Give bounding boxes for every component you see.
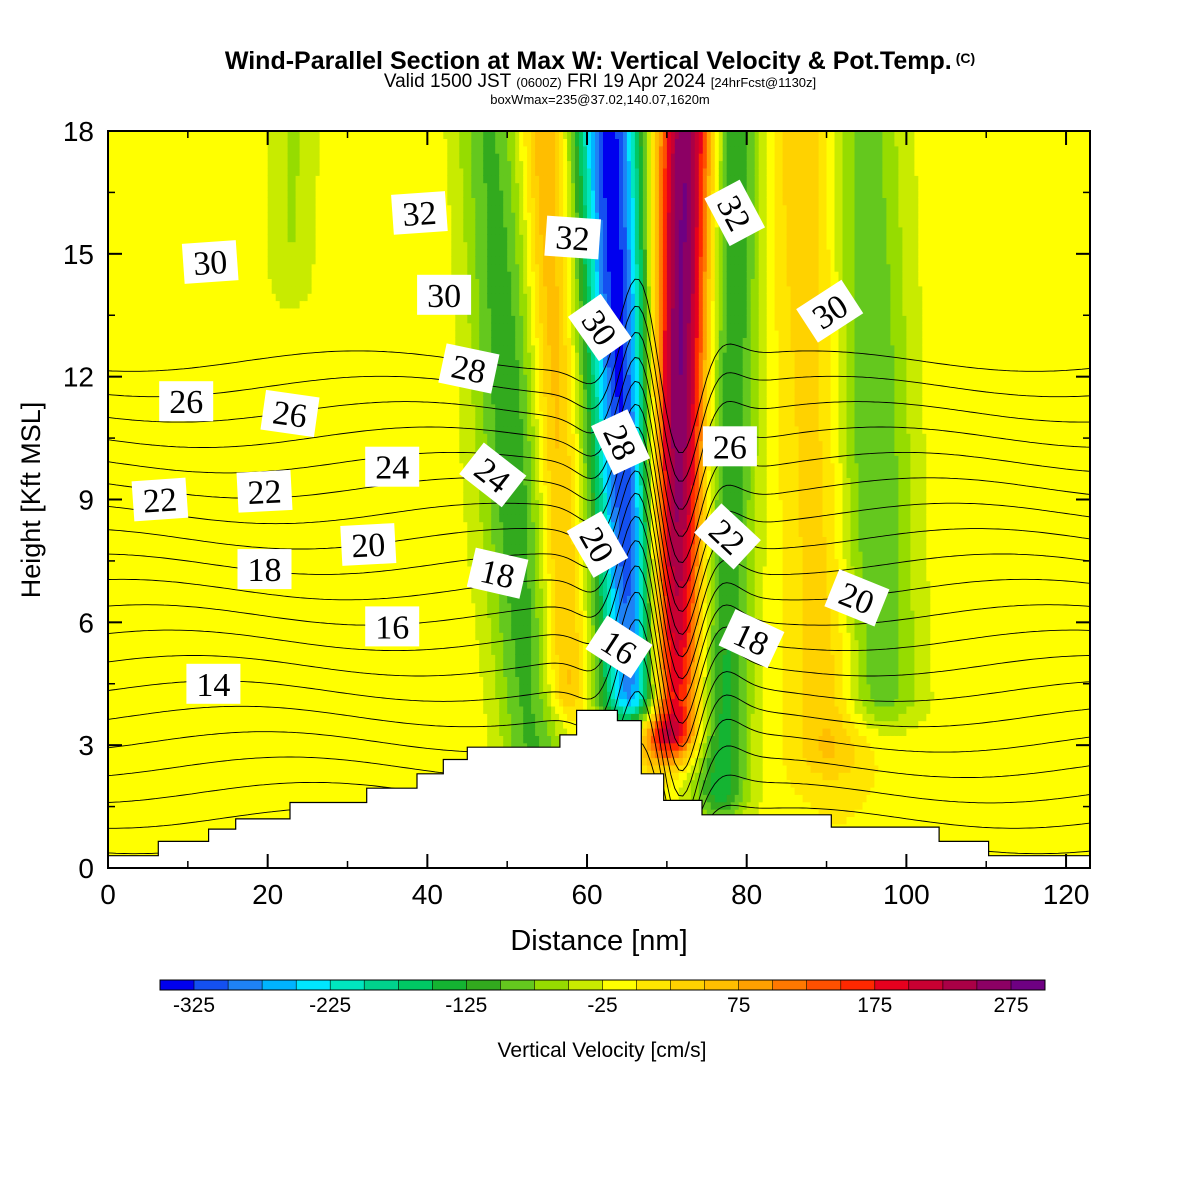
- colorbar-swatch: [160, 980, 195, 990]
- colorbar-swatch: [908, 980, 944, 990]
- contour-label: 18: [237, 549, 292, 590]
- contour-label: 26: [260, 389, 320, 438]
- colorbar-swatch: [704, 980, 739, 990]
- x-axis-label: Distance [nm]: [510, 925, 687, 957]
- vertical-velocity-field: [108, 131, 1090, 868]
- y-axis-label: Height [Kft MSL]: [16, 402, 46, 599]
- colorbar-swatch: [738, 980, 774, 990]
- colorbar-swatch: [670, 980, 705, 990]
- contour-label: 32: [544, 215, 602, 260]
- contour-label: 20: [340, 523, 397, 566]
- chart-title: Wind-Parallel Section at Max W: Vertical…: [0, 44, 1200, 75]
- theta-contour-line: [108, 591, 1090, 772]
- valid-date: FRI 19 Apr 2024: [567, 71, 705, 92]
- utc-time: (0600Z): [516, 75, 562, 90]
- colorbar-swatch: [330, 980, 365, 990]
- colorbar-swatch: [942, 980, 978, 990]
- colorbar-tick-label: 75: [727, 994, 750, 1017]
- contour-label: 26: [159, 381, 214, 422]
- contour-label: 20: [824, 569, 890, 627]
- contour-label: 32: [391, 191, 448, 235]
- y-tick-label: 0: [78, 853, 94, 884]
- forecast-info: [24hrFcst@1130z]: [711, 75, 816, 90]
- colorbar-swatch: [432, 980, 467, 990]
- y-tick-label: 3: [78, 730, 94, 761]
- contour-label: 14: [186, 663, 241, 704]
- contour-label: 30: [181, 240, 239, 284]
- colorbar-swatch: [806, 980, 842, 990]
- contour-label: 24: [365, 446, 420, 487]
- colorbar-swatch: [568, 980, 603, 990]
- y-tick-label: 18: [63, 116, 94, 147]
- box-info: boxWmax=235@37.02,140.07,1620m: [0, 92, 1200, 107]
- valid-time: Valid 1500 JST: [384, 71, 511, 92]
- colorbar-swatch: [398, 980, 433, 990]
- theta-contour-line: [108, 357, 1090, 537]
- contour-label: 16: [365, 606, 420, 647]
- axes: 0 20 40 60 80 100 120 0 3 6 9 12 15 18: [63, 116, 1090, 910]
- contour-label: 28: [438, 343, 500, 394]
- colorbar-swatch: [840, 980, 876, 990]
- colorbar-swatch: [874, 980, 910, 990]
- contour-label: 30: [417, 274, 472, 315]
- colorbar-swatch: [466, 980, 501, 990]
- colorbar-swatch: [500, 980, 535, 990]
- colorbar-swatch: [976, 980, 1012, 990]
- contour-label: 28: [591, 409, 651, 476]
- x-tick-label: 40: [412, 879, 443, 910]
- x-tick-label: 80: [731, 879, 762, 910]
- x-tick-label: 60: [571, 879, 602, 910]
- theta-contour-line: [108, 305, 1090, 482]
- theta-contour-line: [108, 492, 1090, 680]
- x-tick-label: 120: [1043, 879, 1090, 910]
- x-tick-label: 100: [883, 879, 930, 910]
- colorbar-swatch: [296, 980, 331, 990]
- colorbar-tick-label: -325: [173, 994, 215, 1017]
- colorbar-swatch: [364, 980, 399, 990]
- chart-subtitle: Valid 1500 JST (0600Z) FRI 19 Apr 2024 […: [0, 72, 1200, 93]
- colorbar-swatch: [636, 980, 671, 990]
- y-tick-label: 12: [63, 362, 94, 393]
- colorbar-swatch: [194, 980, 229, 990]
- colorbar-tick-label: -25: [587, 994, 617, 1017]
- colorbar-swatch: [602, 980, 637, 990]
- title-mark: (C): [956, 50, 975, 66]
- colorbar-swatch: [772, 980, 808, 990]
- contour-label: 18: [466, 547, 529, 599]
- theta-contour-line: [108, 515, 1090, 702]
- x-tick-label: 0: [100, 879, 116, 910]
- colorbar-tick-label: 275: [993, 994, 1028, 1017]
- theta-contour-line: [108, 278, 1090, 454]
- contour-label: 22: [236, 469, 293, 513]
- colorbar-swatch: [262, 980, 297, 990]
- x-tick-label: 20: [252, 879, 283, 910]
- contour-label: 22: [131, 477, 189, 522]
- colorbar: -325 -225 -125 -25 75 175 275: [159, 979, 1046, 1017]
- y-tick-label: 6: [78, 607, 94, 638]
- colorbar-label: Vertical Velocity [cm/s]: [498, 1039, 707, 1062]
- theta-contour-line: [108, 565, 1090, 748]
- colorbar-swatch: [1011, 980, 1046, 990]
- terrain: [107, 709, 1091, 869]
- contour-label: 26: [702, 426, 757, 467]
- y-tick-label: 15: [63, 239, 94, 270]
- colorbar-swatch: [534, 980, 569, 990]
- colorbar-tick-label: -225: [309, 994, 351, 1017]
- colorbar-tick-label: -125: [445, 994, 487, 1017]
- colorbar-swatch: [228, 980, 263, 990]
- colorbar-tick-label: 175: [857, 994, 892, 1017]
- y-tick-label: 9: [78, 485, 94, 516]
